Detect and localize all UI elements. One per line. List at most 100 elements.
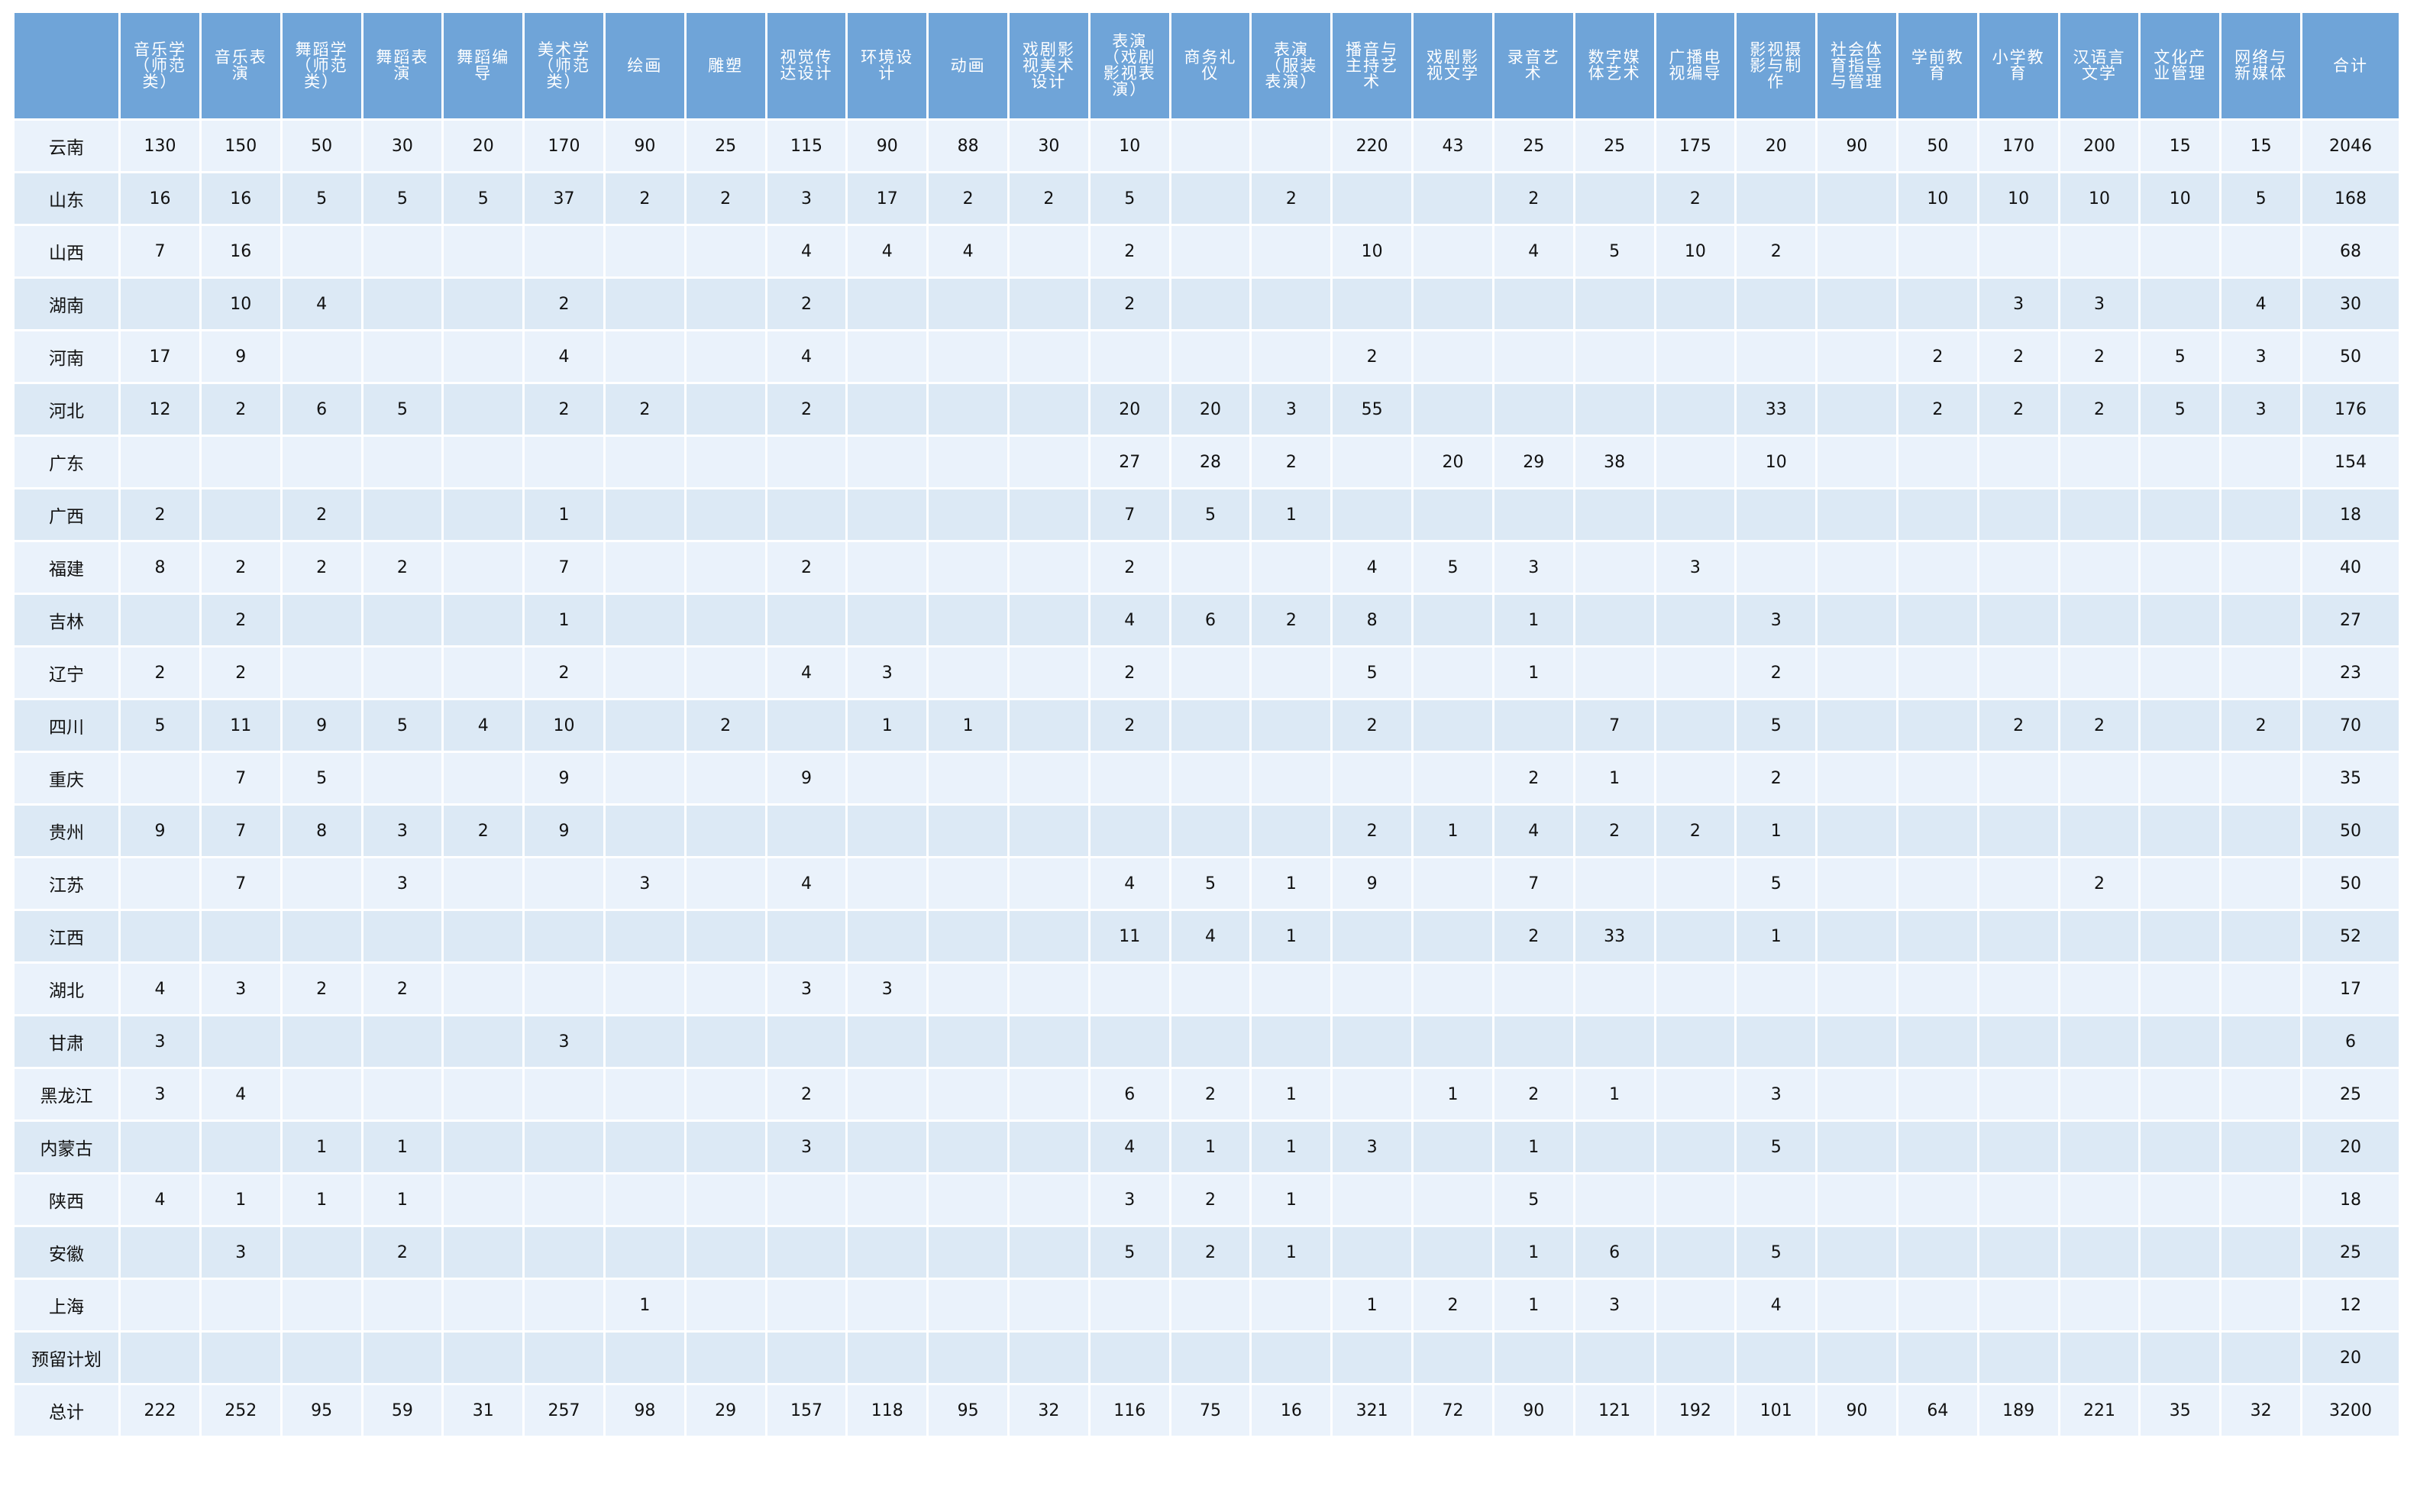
- table-cell: [199, 1014, 283, 1069]
- table-cell: 38: [1572, 435, 1656, 489]
- table-cell: [522, 909, 606, 964]
- table-cell: [1976, 961, 2060, 1016]
- table-cell: 2: [522, 276, 606, 331]
- table-cell: [603, 1172, 687, 1227]
- table-cell: [764, 1172, 848, 1227]
- table-cell: [603, 1330, 687, 1385]
- row-label: 湖北: [11, 961, 121, 1016]
- table-cell: 8: [118, 540, 202, 595]
- table-cell: [926, 487, 1010, 542]
- table-cell: [1572, 171, 1656, 226]
- table-cell: 4: [1491, 803, 1575, 858]
- table-cell: [683, 856, 767, 911]
- table-cell: 50: [280, 118, 364, 173]
- table-cell: [683, 382, 767, 437]
- table-cell: 4: [441, 698, 525, 753]
- table-cell: [2138, 909, 2222, 964]
- table-cell: 2: [280, 487, 364, 542]
- table-cell: [280, 1067, 364, 1122]
- table-cell: 3: [1330, 1119, 1414, 1174]
- table-cell: [683, 961, 767, 1016]
- table-cell: 3: [360, 856, 444, 911]
- table-cell: 98: [603, 1383, 687, 1438]
- table-cell: [1491, 487, 1575, 542]
- table-cell: [1895, 540, 1979, 595]
- table-cell: [683, 803, 767, 858]
- table-row: 甘肃 3 3 6: [11, 1014, 2401, 1069]
- table-cell: [1815, 803, 1898, 858]
- table-cell: 4: [1168, 909, 1252, 964]
- table-cell: [926, 593, 1010, 648]
- table-cell: 2: [1330, 329, 1414, 384]
- table-cell: [2138, 276, 2222, 331]
- table-cell: [1007, 1014, 1091, 1069]
- table-cell: [1330, 487, 1414, 542]
- table-cell: [1734, 276, 1818, 331]
- table-cell: [2138, 1172, 2222, 1227]
- table-cell: [845, 435, 929, 489]
- table-cell: [1895, 909, 1979, 964]
- table-cell: [1653, 329, 1737, 384]
- table-cell: [280, 329, 364, 384]
- table-cell: 2: [118, 645, 202, 700]
- table-cell: [1815, 1225, 1898, 1280]
- table-cell: [2057, 645, 2141, 700]
- table-cell: [926, 1014, 1010, 1069]
- table-cell: [1653, 909, 1737, 964]
- table-cell: [1249, 224, 1333, 279]
- table-cell: [2057, 1014, 2141, 1069]
- table-cell: [1007, 1225, 1091, 1280]
- table-cell: 17: [118, 329, 202, 384]
- table-cell: 1: [1330, 1278, 1414, 1333]
- table-cell: 5: [1168, 856, 1252, 911]
- column-header: 影视摄影与制作: [1734, 11, 1818, 121]
- table-cell: [1815, 276, 1898, 331]
- table-cell: [118, 276, 202, 331]
- table-cell: [1572, 645, 1656, 700]
- table-cell: [1330, 435, 1414, 489]
- table-cell: 95: [926, 1383, 1010, 1438]
- table-cell: 252: [199, 1383, 283, 1438]
- table-cell: [845, 593, 929, 648]
- table-cell: [522, 1119, 606, 1174]
- table-cell: [603, 540, 687, 595]
- table-cell: [1895, 487, 1979, 542]
- table-cell: [522, 224, 606, 279]
- table-cell: 175: [1653, 118, 1737, 173]
- table-cell: [280, 224, 364, 279]
- table-cell: [1653, 1225, 1737, 1280]
- table-cell: [1815, 171, 1898, 226]
- table-cell: 2: [1976, 698, 2060, 753]
- table-cell: [1087, 961, 1171, 1016]
- table-cell: 2: [1572, 803, 1656, 858]
- table-cell: [1976, 224, 2060, 279]
- table-cell: [764, 698, 848, 753]
- table-cell: 2: [1976, 382, 2060, 437]
- table-cell: 5: [1734, 1119, 1818, 1174]
- table-cell: [360, 1330, 444, 1385]
- table-cell: [2138, 645, 2222, 700]
- table-cell: [1815, 435, 1898, 489]
- table-cell: [2138, 435, 2222, 489]
- row-label: 上海: [11, 1278, 121, 1333]
- table-cell: [1895, 1014, 1979, 1069]
- table-cell: [2057, 1172, 2141, 1227]
- table-row: 贵州 9 7 8 3 2 9 2 1 4 2 2 1 50: [11, 803, 2401, 858]
- table-cell: [2057, 1067, 2141, 1122]
- table-cell: 2: [360, 961, 444, 1016]
- table-cell: [1976, 803, 2060, 858]
- table-cell: [1168, 645, 1252, 700]
- column-header: 音乐表演: [199, 11, 283, 121]
- table-cell: 1: [280, 1172, 364, 1227]
- table-cell: [118, 1330, 202, 1385]
- table-cell: [1815, 961, 1898, 1016]
- table-cell: 15: [2219, 118, 2302, 173]
- row-label: 安徽: [11, 1225, 121, 1280]
- table-cell: [926, 329, 1010, 384]
- table-cell: [1815, 856, 1898, 911]
- table-cell: [1249, 645, 1333, 700]
- row-label: 贵州: [11, 803, 121, 858]
- table-cell: [1895, 1172, 1979, 1227]
- table-cell: [441, 224, 525, 279]
- table-cell: [1411, 171, 1494, 226]
